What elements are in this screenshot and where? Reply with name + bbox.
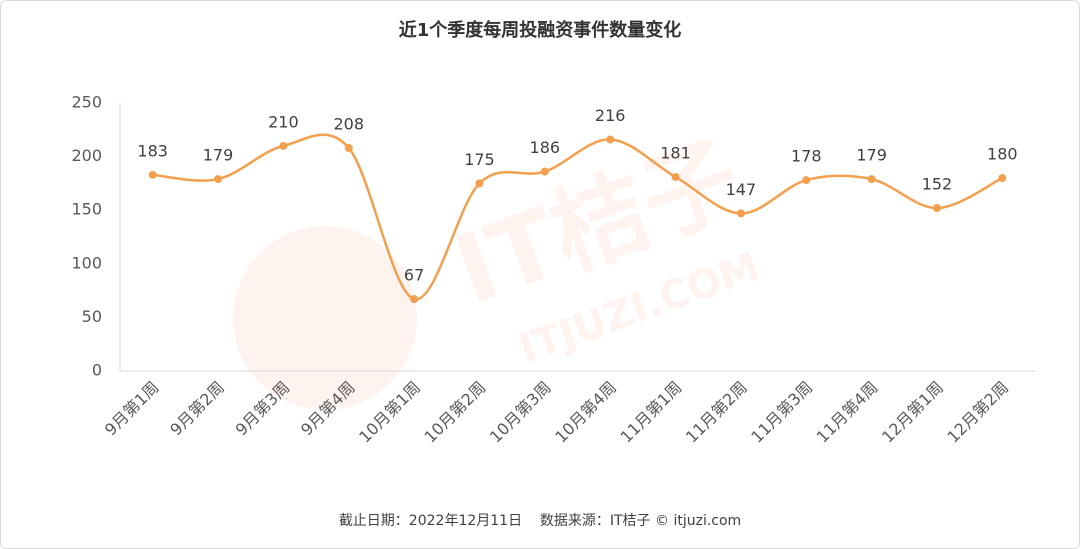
value-label: 183: [137, 141, 168, 160]
y-tick-label: 200: [71, 146, 102, 165]
y-tick-label: 250: [71, 93, 102, 112]
value-label: 147: [726, 180, 757, 199]
watermark-logo: [233, 226, 417, 410]
point: [279, 141, 288, 150]
value-label: 67: [404, 266, 424, 285]
value-label: 210: [268, 112, 299, 131]
value-label: 175: [464, 150, 495, 169]
value-label: 152: [922, 175, 953, 194]
point: [802, 176, 811, 185]
point: [410, 295, 419, 304]
point: [148, 170, 157, 179]
y-tick-label: 50: [82, 307, 102, 326]
source-note: 截止日期：2022年12月11日 数据来源：IT桔子 © itjuzi.com: [339, 513, 741, 529]
point: [932, 204, 941, 213]
y-tick-label: 100: [71, 253, 102, 272]
chart-title: 近1个季度每周投融资事件数量变化: [399, 19, 682, 41]
point: [214, 175, 223, 184]
point: [475, 179, 484, 188]
point: [867, 175, 876, 184]
value-label: 208: [333, 115, 364, 134]
y-tick-label: 150: [71, 200, 102, 219]
value-label: 179: [203, 146, 234, 165]
point: [671, 172, 680, 181]
value-label: 216: [595, 106, 626, 125]
y-tick-label: 0: [92, 361, 102, 380]
point: [998, 174, 1007, 183]
value-label: 178: [791, 147, 822, 166]
point: [344, 144, 353, 153]
value-label: 180: [987, 145, 1018, 164]
value-label: 186: [530, 138, 561, 157]
value-label: 179: [856, 146, 887, 165]
point: [540, 167, 549, 176]
value-label: 181: [660, 143, 691, 162]
point: [736, 209, 745, 218]
point: [606, 135, 615, 144]
